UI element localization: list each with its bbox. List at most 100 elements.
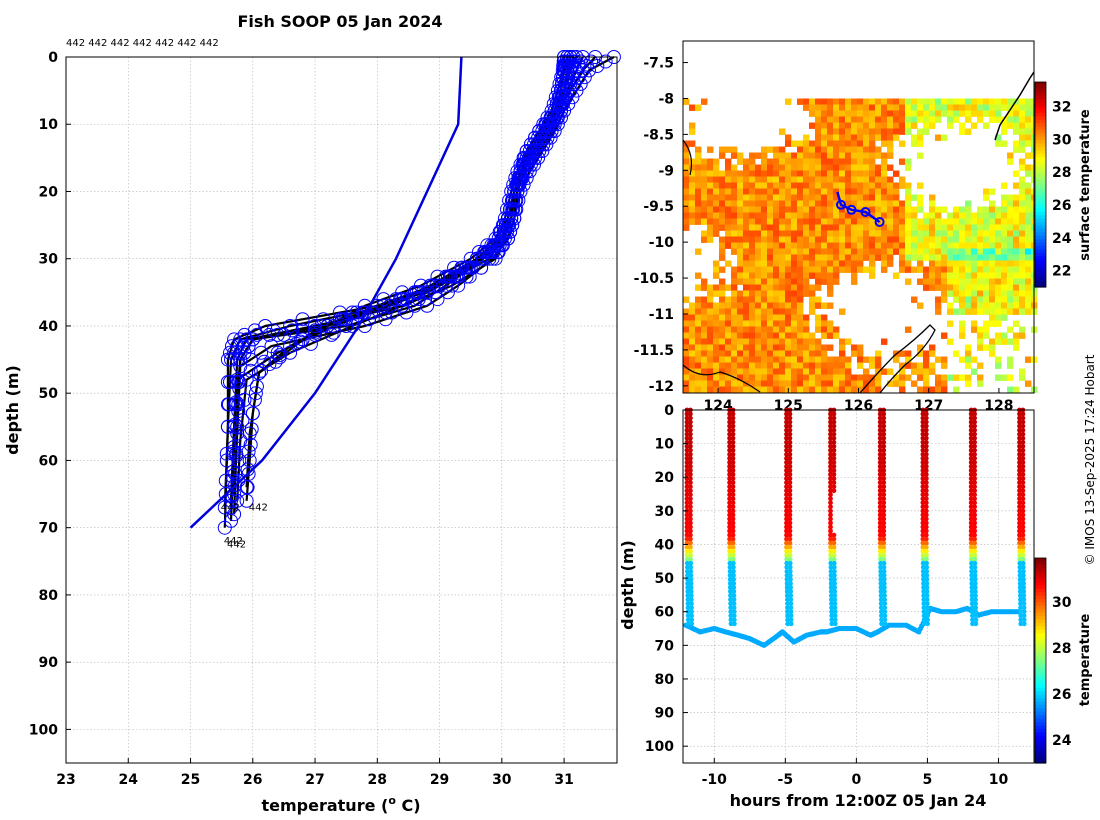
sst-pixel <box>725 260 732 267</box>
sst-pixel <box>755 320 762 327</box>
sst-pixel <box>959 326 966 333</box>
bottom-cast-label: 442 <box>249 502 268 513</box>
sst-pixel <box>743 314 750 321</box>
sst-pixel <box>683 212 690 219</box>
sst-pixel <box>707 362 714 369</box>
sst-pixel <box>821 224 828 231</box>
sst-pixel <box>953 206 960 213</box>
section-dot <box>878 573 884 578</box>
sst-pixel <box>1019 200 1026 207</box>
sst-pixel <box>797 242 804 249</box>
section-dot <box>730 415 736 421</box>
sst-pixel <box>839 356 846 363</box>
sst-pixel <box>797 212 804 219</box>
section-dot <box>784 468 789 473</box>
sst-pixel <box>983 110 990 117</box>
section-dot <box>688 573 694 578</box>
sst-pixel <box>701 212 708 219</box>
sst-pixel <box>917 302 924 309</box>
sst-pixel <box>815 206 822 213</box>
sst-pixel <box>1007 158 1014 165</box>
section-dot <box>784 512 789 518</box>
section-dot <box>924 552 929 558</box>
section-dot <box>727 548 733 554</box>
sst-pixel <box>869 224 876 231</box>
sst-pixel <box>737 152 744 159</box>
sst-pixel <box>773 158 780 165</box>
sst-pixel <box>923 242 930 249</box>
section-dot <box>972 520 977 526</box>
sst-pixel <box>959 332 966 339</box>
sst-pixel <box>851 380 858 387</box>
sst-pixel <box>833 368 840 375</box>
sst-pixel <box>1025 272 1032 279</box>
sst-pixel <box>731 272 738 279</box>
sst-pixel <box>911 362 918 369</box>
sst-pixel <box>1025 140 1032 147</box>
sst-pixel <box>1013 170 1020 177</box>
sst-pixel <box>731 386 738 393</box>
sst-pixel <box>995 290 1002 297</box>
sst-pixel <box>875 212 882 219</box>
section-dot <box>1017 560 1023 566</box>
profile-marker <box>530 137 545 152</box>
section-dot <box>787 492 793 498</box>
sst-pixel <box>761 164 768 171</box>
sst-colorbar-swatch <box>1035 99 1046 104</box>
bottom-cast-label: 442 <box>221 502 240 513</box>
section-dot <box>877 447 883 453</box>
section-dot <box>784 573 790 578</box>
sst-pixel <box>1001 194 1008 201</box>
sst-pixel <box>857 236 864 243</box>
section-dot <box>1020 528 1026 534</box>
section-dot <box>923 544 929 550</box>
sst-pixel <box>767 272 774 279</box>
section-dot <box>972 548 978 554</box>
section-dot <box>688 452 693 457</box>
sst-pixel <box>695 194 702 201</box>
sst-pixel <box>749 212 756 219</box>
sst-pixel <box>839 350 846 357</box>
sst-pixel <box>719 374 726 381</box>
sst-pixel <box>755 188 762 195</box>
profile-marker <box>542 117 557 132</box>
sst-pixel <box>731 188 738 195</box>
section-dot <box>877 476 883 481</box>
sst-pixel <box>953 248 960 255</box>
sst-pixel <box>1013 104 1020 111</box>
sst-pixel <box>959 356 966 363</box>
sst-pixel <box>941 278 948 285</box>
sst-pixel <box>839 170 846 177</box>
section-dot <box>685 589 691 594</box>
sst-pixel <box>689 380 696 387</box>
profile-marker <box>565 54 580 69</box>
sst-pixel <box>785 320 792 327</box>
sst-pixel <box>971 266 978 273</box>
section-dot <box>828 480 833 485</box>
sst-pixel <box>1025 134 1032 141</box>
section-dot <box>878 577 884 582</box>
sst-pixel <box>1013 122 1020 129</box>
section-dot <box>923 512 929 518</box>
sst-pixel <box>785 290 792 297</box>
section-dot <box>832 617 838 623</box>
section-dot <box>923 480 929 485</box>
section-dot <box>684 528 690 534</box>
sst-pixel <box>707 326 714 333</box>
sst-pixel <box>695 272 702 279</box>
sst-pixel <box>833 356 840 363</box>
sst-pixel <box>821 170 828 177</box>
section-dot <box>730 536 736 542</box>
sst-pixel <box>815 344 822 351</box>
sst-pixel <box>731 302 738 309</box>
section-dot <box>727 472 732 477</box>
sst-pixel <box>791 218 798 225</box>
section-dot <box>972 532 977 538</box>
x-tick-label: 31 <box>554 772 573 788</box>
sst-pixel <box>815 242 822 249</box>
section-dot <box>878 556 883 562</box>
sst-pixel <box>761 224 768 231</box>
sst-pixel <box>755 272 762 279</box>
section-dot <box>828 443 833 449</box>
sst-pixel <box>941 374 948 381</box>
